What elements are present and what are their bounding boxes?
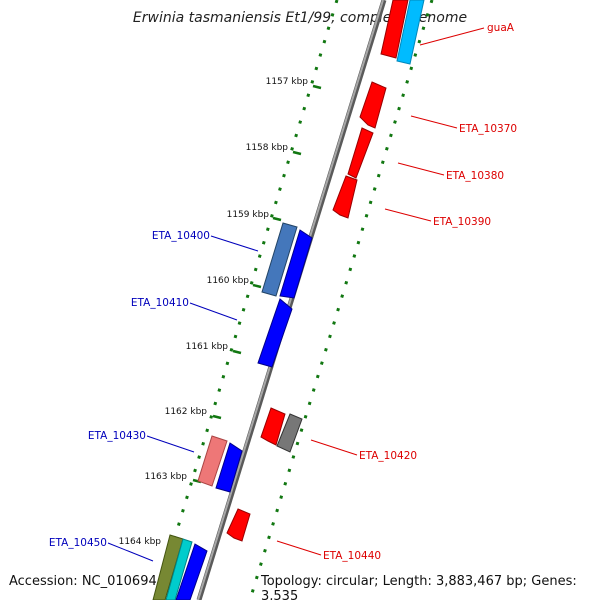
kbp-label-1160: 1160 kbp — [207, 276, 250, 286]
gene-label-eta-10420[interactable]: ETA_10420 — [359, 450, 417, 462]
gene-eta-10450-olive[interactable] — [152, 534, 184, 600]
gene-eta-10450-cyan[interactable] — [165, 538, 193, 600]
gene-guaA[interactable] — [380, 0, 409, 59]
gene-eta-10430-strand[interactable] — [215, 442, 243, 493]
kbp-label-1162: 1162 kbp — [165, 407, 208, 417]
gene-eta-10400-strand[interactable] — [279, 229, 313, 299]
gene-label-eta-10400[interactable]: ETA_10400 — [152, 230, 210, 242]
gene-label-eta-10430[interactable]: ETA_10430 — [88, 430, 146, 442]
gene-eta-10400[interactable] — [261, 222, 298, 297]
forward-strand-genes — [152, 222, 313, 600]
gene-eta-10370[interactable] — [359, 81, 387, 129]
gene-eta-10450-strand[interactable] — [175, 543, 208, 600]
gene-eta-10420[interactable] — [260, 407, 286, 446]
gene-eta-10440[interactable] — [226, 508, 251, 542]
gene-label-eta-10390[interactable]: ETA_10390 — [433, 216, 491, 228]
gene-label-eta-10440[interactable]: ETA_10440 — [323, 550, 381, 562]
kbp-label-1157: 1157 kbp — [266, 77, 309, 87]
gene-eta-10410[interactable] — [257, 298, 293, 368]
kbp-major-ticks — [171, 84, 322, 550]
kbp-label-1164: 1164 kbp — [119, 537, 162, 547]
genome-backbone — [196, 0, 387, 600]
outer-tick-track — [248, 0, 434, 600]
topology-label: Topology: circular; Length: 3,883,467 bp… — [261, 574, 577, 600]
gene-label-eta-10370[interactable]: ETA_10370 — [459, 123, 517, 135]
kbp-label-1163: 1163 kbp — [145, 472, 188, 482]
kbp-label-1159: 1159 kbp — [227, 210, 270, 220]
label-leader-lines — [107, 27, 485, 562]
accession-label: Accession: NC_010694 — [9, 574, 157, 589]
kbp-label-1158: 1158 kbp — [246, 143, 289, 153]
gene-guaA-part[interactable] — [396, 0, 425, 65]
gene-label-guaA[interactable]: guaA — [487, 22, 515, 34]
gene-label-eta-10380[interactable]: ETA_10380 — [446, 170, 504, 182]
gene-eta-10380[interactable] — [347, 127, 374, 179]
reverse-strand-genes — [226, 0, 425, 542]
gene-label-eta-10450[interactable]: ETA_10450 — [49, 537, 107, 549]
kbp-label-1161: 1161 kbp — [186, 342, 229, 352]
gene-label-eta-10410[interactable]: ETA_10410 — [131, 297, 189, 309]
gene-eta-10420-grey[interactable] — [276, 413, 303, 453]
gene-eta-10430[interactable] — [197, 435, 228, 487]
map-title: Erwinia tasmaniensis Et1/99, complete ge… — [132, 10, 468, 26]
gene-eta-10390[interactable] — [332, 175, 358, 219]
